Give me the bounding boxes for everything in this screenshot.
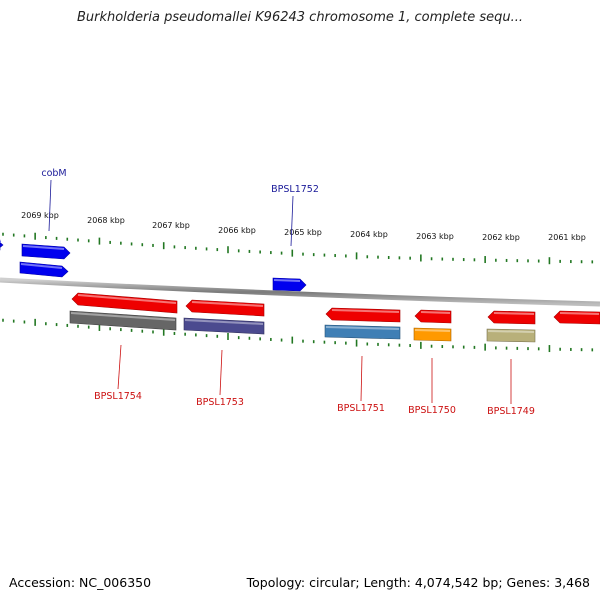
feature-bar-highlight (325, 326, 400, 330)
gene-arrow-highlight (420, 311, 451, 314)
forward-gene-cobm[interactable] (21, 243, 71, 260)
feature-bar-highlight (184, 319, 264, 325)
scale-label: 2066 kbp (218, 226, 256, 235)
feature-bar-bpsl1753[interactable] (183, 317, 265, 335)
scale-label: 2063 kbp (416, 232, 454, 241)
reverse-gene-bpsl1750[interactable] (414, 309, 452, 324)
backbone-track (0, 277, 600, 307)
forward-gene-edge[interactable] (0, 239, 4, 251)
gene-leader-line (219, 349, 223, 396)
forward-gene-arrow[interactable] (19, 261, 69, 278)
gene-arrow-highlight (331, 309, 400, 313)
reverse-gene-bpsl1753[interactable] (185, 299, 265, 317)
gene-leader-line (48, 179, 52, 232)
gene-arrow-highlight (22, 245, 65, 250)
feature-bar-bpsl1754[interactable] (69, 310, 177, 331)
gene-label-bpsl1749[interactable]: BPSL1749 (487, 406, 535, 417)
gene-leader-line (290, 195, 294, 247)
gene-leader-line (117, 344, 122, 390)
reverse-gene-bpsl1749[interactable] (487, 310, 536, 325)
feature-bar-highlight (487, 330, 535, 333)
gene-arrow-highlight (559, 312, 600, 315)
gene-label-bpsl1752[interactable]: BPSL1752 (271, 184, 319, 195)
reverse-gene-bpsl1751[interactable] (325, 307, 401, 323)
gene-arrow-highlight (191, 301, 264, 307)
scale-label: 2062 kbp (482, 233, 520, 242)
feature-bar-highlight (70, 312, 176, 321)
forward-gene-bpsl1752[interactable] (272, 277, 307, 292)
gene-arrow-highlight (273, 279, 301, 282)
gene-arrow-highlight (20, 263, 63, 269)
feature-bar-highlight (414, 329, 451, 332)
scale-label: 2064 kbp (350, 230, 388, 239)
feature-bar-body[interactable] (69, 310, 177, 331)
map-title: Burkholderia pseudomallei K96243 chromos… (76, 10, 524, 25)
gene-arrow-highlight (493, 312, 535, 315)
reverse-tick-row (2, 318, 594, 353)
gene-label-bpsl1754[interactable]: BPSL1754 (94, 391, 142, 402)
scale-label: 2061 kbp (548, 233, 586, 242)
gene-label-bpsl1751[interactable]: BPSL1751 (337, 403, 385, 414)
gene-arrow-body[interactable] (0, 239, 4, 251)
scale-label: 2067 kbp (152, 221, 190, 230)
scale-label: 2069 kbp (21, 211, 59, 220)
scale-label: 2065 kbp (284, 228, 322, 237)
scale-label: 2068 kbp (87, 216, 125, 225)
feature-bar-body[interactable] (183, 317, 265, 335)
genome-summary-text: Topology: circular; Length: 4,074,542 bp… (246, 575, 590, 590)
gene-label-cobm[interactable]: cobM (41, 168, 66, 179)
forward-tick-row (2, 232, 594, 265)
gene-label-bpsl1753[interactable]: BPSL1753 (196, 397, 244, 408)
gene-label-bpsl1750[interactable]: BPSL1750 (408, 405, 456, 416)
feature-bar-bpsl1750[interactable] (413, 327, 452, 342)
gene-arrow-body[interactable] (71, 292, 178, 314)
gene-leader-line (360, 355, 363, 402)
reverse-gene-edge[interactable] (553, 310, 600, 325)
reverse-gene-bpsl1754[interactable] (71, 292, 178, 314)
gene-arrow-highlight (77, 294, 177, 304)
feature-bar-bpsl1751[interactable] (324, 324, 401, 340)
feature-bar-bpsl1749[interactable] (486, 328, 536, 343)
accession-text: Accession: NC_006350 (9, 575, 152, 590)
